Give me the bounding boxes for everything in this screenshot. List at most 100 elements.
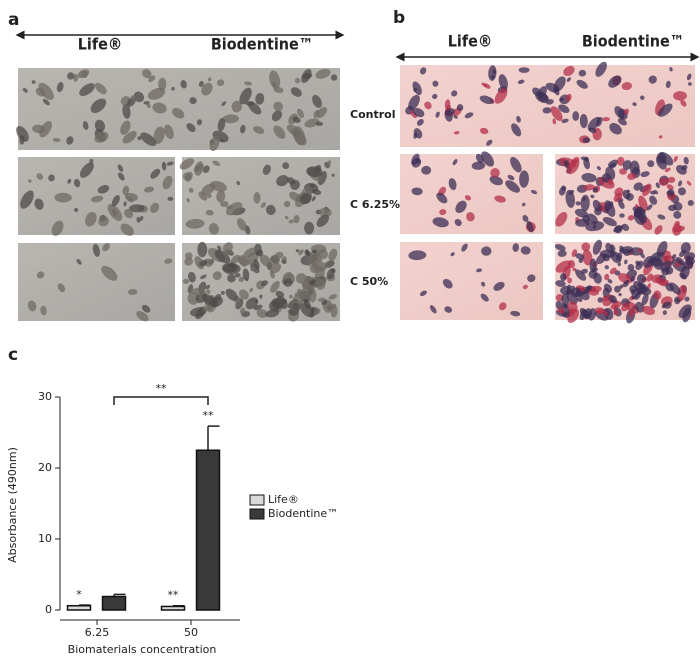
- cell: [531, 190, 538, 195]
- cell: [605, 242, 614, 254]
- cell: [299, 285, 314, 300]
- cell: [481, 246, 492, 256]
- cell: [656, 152, 667, 164]
- cell: [276, 175, 289, 187]
- cell: [656, 241, 668, 257]
- cell: [489, 175, 503, 186]
- cell: [635, 301, 645, 313]
- cell: [444, 306, 453, 313]
- cell: [657, 214, 666, 220]
- significance-bracket: [113, 396, 209, 405]
- cell: [238, 255, 248, 267]
- bar: [195, 449, 221, 611]
- cell: [494, 195, 506, 203]
- cell: [646, 273, 654, 282]
- cell: [595, 61, 607, 77]
- cell: [164, 258, 173, 264]
- cell: [669, 282, 681, 295]
- panel-label: b: [393, 8, 405, 28]
- cell: [249, 287, 253, 293]
- cell: [142, 69, 152, 79]
- cell: [520, 246, 531, 255]
- column-header: Life®: [78, 35, 123, 54]
- cell: [601, 117, 610, 122]
- cell: [429, 305, 437, 314]
- cell: [505, 180, 520, 193]
- cell: [557, 307, 565, 314]
- cell: [609, 123, 622, 135]
- cell: [444, 108, 455, 117]
- cell: [189, 97, 197, 105]
- cell: [511, 123, 522, 137]
- cell: [291, 128, 297, 136]
- cell: [444, 99, 451, 110]
- cell: [124, 208, 134, 219]
- cell: [300, 303, 315, 318]
- cell: [635, 260, 641, 266]
- cell: [552, 118, 557, 125]
- cell: [633, 182, 643, 191]
- cell: [117, 172, 125, 181]
- cell: [578, 69, 587, 77]
- cell: [661, 255, 672, 262]
- cell: [567, 277, 573, 284]
- cell: [185, 252, 193, 260]
- cell: [615, 252, 623, 261]
- cell: [220, 201, 229, 207]
- cell: [186, 123, 196, 133]
- cell: [319, 207, 328, 217]
- cell: [648, 75, 657, 84]
- cell: [424, 101, 432, 110]
- cell: [498, 74, 508, 90]
- micrograph: [400, 154, 543, 234]
- cell: [648, 257, 665, 267]
- cell: [316, 107, 328, 119]
- cell: [686, 73, 692, 81]
- cell: [147, 87, 166, 100]
- cell: [604, 200, 616, 217]
- cell: [507, 174, 515, 181]
- cell: [607, 279, 613, 284]
- cell: [36, 173, 44, 180]
- cell: [419, 290, 427, 297]
- cell: [97, 185, 110, 194]
- cell: [293, 214, 300, 224]
- cell: [265, 309, 280, 318]
- cell: [117, 164, 124, 172]
- cell: [488, 65, 497, 81]
- cell: [79, 83, 95, 97]
- cell: [309, 183, 315, 188]
- cell: [448, 178, 457, 191]
- cell: [662, 310, 667, 315]
- cell: [640, 171, 650, 178]
- row-label: C 6.25%: [350, 198, 400, 211]
- cell: [619, 213, 625, 218]
- cell: [630, 276, 636, 282]
- cell: [522, 202, 526, 207]
- cell: [476, 268, 482, 273]
- cell: [546, 99, 554, 105]
- cell: [672, 223, 682, 236]
- cell: [260, 202, 267, 208]
- cell: [561, 185, 567, 191]
- cell: [588, 127, 597, 133]
- cell: [240, 124, 246, 134]
- y-tick-label: 0: [45, 603, 52, 616]
- cell: [253, 191, 261, 204]
- cell: [164, 124, 174, 140]
- cell: [230, 254, 241, 264]
- cell: [567, 301, 578, 313]
- cell: [575, 269, 587, 281]
- cell: [663, 301, 672, 309]
- cell: [638, 248, 643, 253]
- cell: [516, 116, 521, 123]
- cell: [210, 180, 227, 192]
- cell: [243, 247, 257, 258]
- cell: [304, 221, 315, 235]
- cell: [673, 91, 687, 101]
- cell: [295, 249, 300, 253]
- cell: [308, 250, 320, 265]
- cell: [596, 166, 601, 171]
- cell: [22, 88, 28, 93]
